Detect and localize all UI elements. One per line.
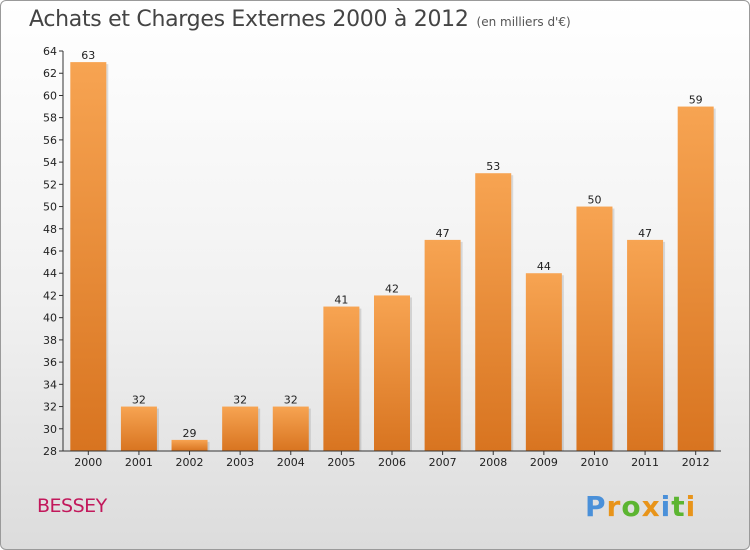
axes-group: 28 30 32 34 36 38 40 42 44 46 48 50 52 54 56 58 60 62 64 20… [43, 45, 721, 469]
bar-2007 [424, 239, 461, 451]
x-tick-label: 2009 [530, 456, 558, 469]
x-tick-label: 2007 [429, 456, 457, 469]
x-tick-label: 2006 [378, 456, 406, 469]
data-label-2011: 47 [638, 227, 652, 240]
chart-title: Achats et Charges Externes 2000 à 2012 (e… [29, 7, 571, 32]
data-label-2010: 50 [587, 194, 601, 207]
x-tick-label: 2010 [580, 456, 608, 469]
logo-letter: o [621, 490, 642, 523]
y-tick-label: 64 [43, 45, 57, 58]
data-label-2001: 32 [132, 394, 146, 407]
bar-2003 [222, 406, 259, 451]
bars-group: 63 32 29 32 32 41 42 47 53 44 50 47 59 [70, 49, 716, 452]
bar-2006 [374, 295, 410, 451]
y-tick-label: 36 [43, 356, 57, 369]
y-tick-label: 28 [43, 445, 57, 458]
logo-letter: x [641, 490, 661, 523]
bar-2001 [120, 406, 157, 451]
data-label-2008: 53 [486, 160, 500, 173]
logo-letter: i [685, 490, 697, 523]
x-tick-label: 2003 [226, 456, 254, 469]
y-tick-label: 34 [43, 378, 57, 391]
bar-2012 [677, 106, 714, 452]
logo-letter: t [671, 490, 686, 523]
proxiti-logo: Proxiti [585, 490, 696, 523]
data-label-2002: 29 [183, 427, 197, 440]
bar-2002 [171, 439, 208, 451]
logo-letter: r [606, 490, 622, 523]
y-tick-label: 50 [43, 201, 57, 214]
x-tick-label: 2002 [176, 456, 204, 469]
bar-2011 [627, 239, 664, 451]
y-tick-label: 44 [43, 267, 57, 280]
x-tick-label: 2008 [479, 456, 507, 469]
x-tick-label: 2005 [327, 456, 355, 469]
logo-letter: P [585, 490, 607, 523]
chart-title-text: Achats et Charges Externes 2000 à 2012 [29, 7, 469, 32]
data-label-2003: 32 [233, 394, 247, 407]
data-label-2009: 44 [537, 260, 551, 273]
y-tick-label: 40 [43, 312, 57, 325]
bar-2010 [576, 206, 613, 451]
x-tick-label: 2004 [277, 456, 305, 469]
y-tick-label: 32 [43, 401, 57, 414]
y-tick-label: 30 [43, 423, 57, 436]
x-tick-label: 2012 [682, 456, 710, 469]
x-tick-label: 2011 [631, 456, 659, 469]
data-label-2007: 47 [436, 227, 450, 240]
x-tick-label: 2000 [74, 456, 102, 469]
y-tick-label: 58 [43, 112, 57, 125]
y-tick-label: 38 [43, 334, 57, 347]
data-label-2005: 41 [334, 294, 348, 307]
y-tick-label: 48 [43, 223, 57, 236]
commune-name: BESSEY [37, 495, 107, 517]
data-label-2012: 59 [689, 94, 703, 107]
bar-2005 [323, 306, 360, 451]
data-label-2000: 63 [81, 49, 95, 62]
bar-2000 [70, 62, 107, 451]
y-tick-label: 52 [43, 178, 57, 191]
chart-subtitle: (en milliers d'€) [476, 15, 571, 29]
y-tick-label: 60 [43, 89, 57, 102]
y-tick-label: 54 [43, 156, 57, 169]
y-tick-label: 46 [43, 245, 57, 258]
data-label-2006: 42 [385, 282, 399, 295]
bar-2008 [475, 173, 512, 451]
data-label-2004: 32 [284, 394, 298, 407]
bar-2004 [272, 406, 309, 451]
y-tick-label: 42 [43, 289, 57, 302]
x-tick-label: 2001 [125, 456, 153, 469]
y-tick-label: 56 [43, 134, 57, 147]
logo-letter: i [660, 490, 672, 523]
y-tick-label: 62 [43, 67, 57, 80]
bar-2009 [525, 273, 562, 451]
